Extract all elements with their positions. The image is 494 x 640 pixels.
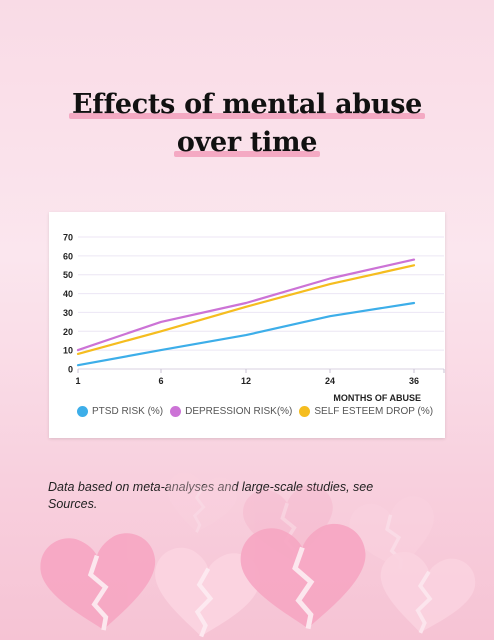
x-tick-label: 1 xyxy=(75,376,80,386)
y-tick-label: 70 xyxy=(63,233,73,243)
x-tick-label: 24 xyxy=(325,376,335,386)
chart-card: 0 10 20 30 40 50 60 70 1 6 12 24 36 MONTHS OF ABUSE P… xyxy=(49,212,445,438)
broken-heart-icon xyxy=(40,533,156,631)
broken-hearts-decoration xyxy=(40,472,476,638)
y-tick-label: 0 xyxy=(68,365,73,375)
broken-heart-icon xyxy=(240,523,366,630)
source-note: Data based on meta-analyses and large-sc… xyxy=(48,480,374,511)
legend-label: PTSD RISK (%) xyxy=(92,406,164,417)
title-line-1: Effects of mental abuse xyxy=(68,86,426,124)
y-tick-label: 20 xyxy=(63,327,73,337)
x-tick-label: 36 xyxy=(409,376,419,386)
x-tick-label: 6 xyxy=(158,376,163,386)
legend-label: SELF ESTEEM DROP (%) xyxy=(314,406,434,417)
x-tick-label: 12 xyxy=(241,376,251,386)
legend-swatch xyxy=(77,406,88,417)
title-line-2: over time xyxy=(173,124,321,162)
y-tick-label: 30 xyxy=(63,308,73,318)
legend-label: DEPRESSION RISK(%) xyxy=(185,406,293,417)
chart-legend: PTSD RISK (%) DEPRESSION RISK(%) SELF ESTE… xyxy=(77,406,440,417)
legend-item-2: DEPRESSION RISK(%) xyxy=(170,406,292,417)
series-line-1 xyxy=(76,301,416,367)
y-tick-label: 60 xyxy=(63,251,73,261)
y-tick-label: 50 xyxy=(63,270,73,280)
series-line-2 xyxy=(76,258,416,352)
page-title: Effects of mental abuse over time xyxy=(0,86,494,162)
line-chart: 0 10 20 30 40 50 60 70 1 6 12 24 36 MONTHS OF ABUSE xyxy=(63,233,445,403)
y-tick-label: 40 xyxy=(63,289,73,299)
legend-item-1: PTSD RISK (%) xyxy=(77,406,163,417)
legend-swatch xyxy=(299,406,311,417)
x-axis-title: MONTHS OF ABUSE xyxy=(333,393,421,403)
broken-heart-icon xyxy=(380,552,476,634)
series-line-3 xyxy=(76,264,416,355)
legend-swatch xyxy=(170,406,182,417)
y-tick-label: 10 xyxy=(63,346,73,356)
legend-item-3: SELF ESTEEM DROP (%) xyxy=(299,406,433,417)
broken-heart-icon xyxy=(167,472,237,533)
broken-heart-icon xyxy=(155,547,260,638)
